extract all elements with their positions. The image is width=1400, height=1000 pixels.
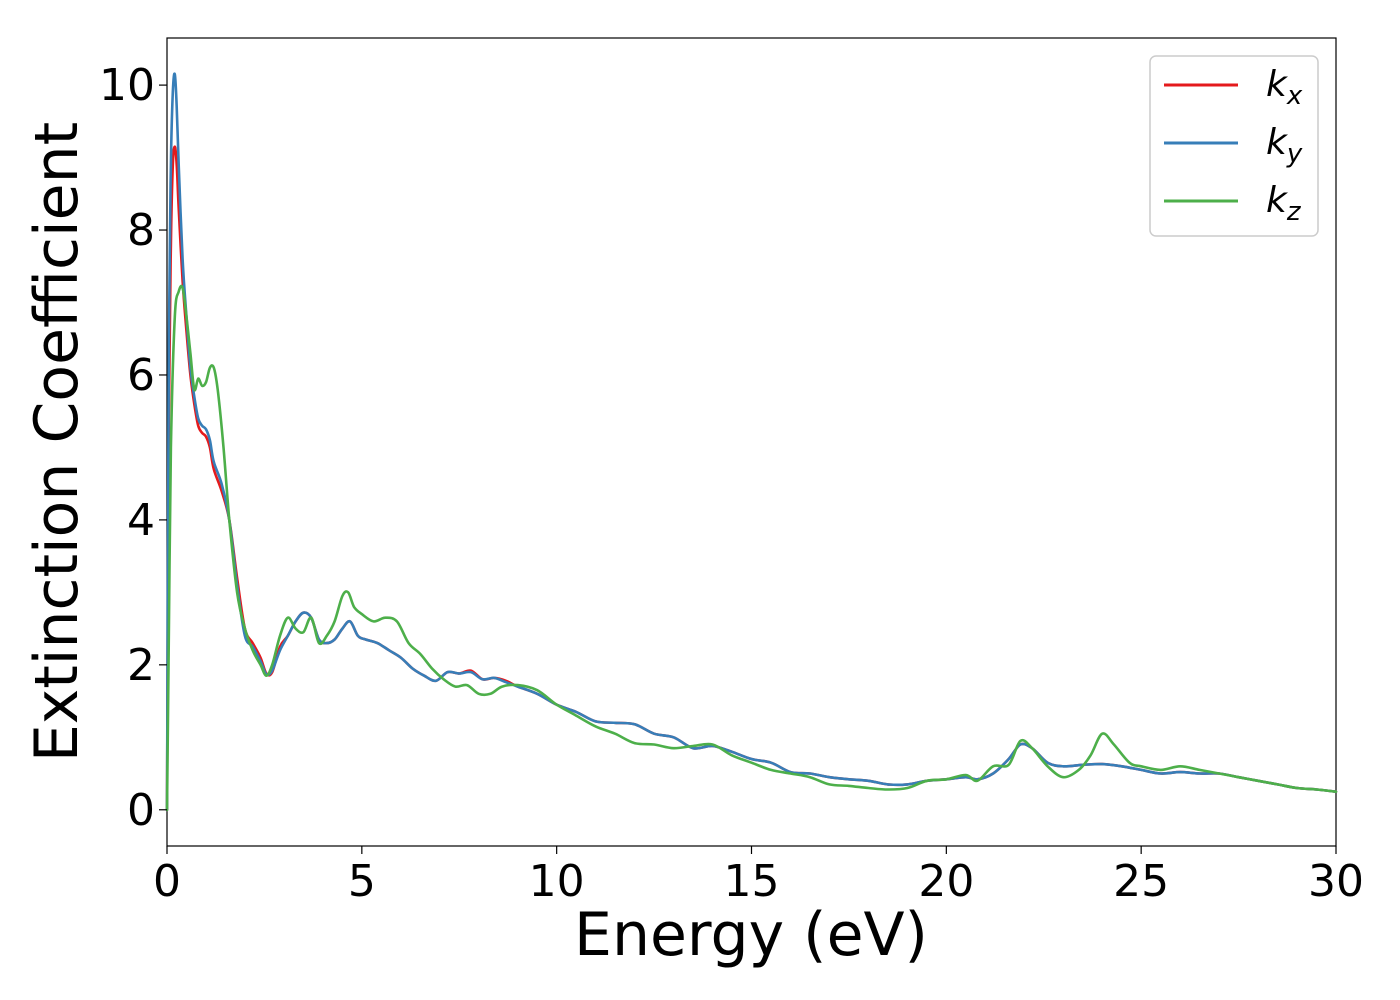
- legend-label-main: k: [1266, 122, 1289, 163]
- legend-label-sub: y: [1286, 139, 1303, 169]
- legend-label-sub: z: [1286, 197, 1302, 227]
- x-tick-label: 15: [724, 856, 780, 907]
- legend-label-main: k: [1266, 180, 1289, 221]
- y-tick-label: 10: [99, 60, 155, 111]
- plot-area: [165, 37, 1338, 847]
- legend-label-main: k: [1266, 64, 1289, 105]
- series-line-kz: [165, 284, 1338, 812]
- x-tick-label: 30: [1308, 856, 1364, 907]
- y-tick-label: 0: [127, 785, 155, 836]
- legend-label-sub: x: [1286, 81, 1303, 111]
- x-tick-label: 5: [348, 856, 376, 907]
- x-tick-label: 20: [918, 856, 974, 907]
- plot-frame: [166, 37, 1337, 847]
- y-tick-label: 2: [127, 640, 155, 691]
- y-tick-label: 8: [127, 205, 155, 256]
- legend-box: [1149, 55, 1319, 237]
- y-axis-ticks: 0 2 4 6 8 10: [99, 60, 167, 836]
- series-group: [165, 72, 1338, 812]
- x-tick-label: 0: [153, 856, 181, 907]
- x-tick-label: 25: [1113, 856, 1169, 907]
- legend-label-kz: kz: [1266, 180, 1302, 227]
- y-axis-label: Extinction Coefficient: [22, 122, 92, 762]
- x-tick-label: 10: [529, 856, 585, 907]
- legend-label-ky: ky: [1266, 122, 1303, 169]
- y-tick-label: 4: [127, 495, 155, 546]
- x-axis-ticks: 0 5 10 15 20 25 30: [153, 846, 1364, 907]
- x-axis-label: Energy (eV): [574, 900, 928, 970]
- y-tick-label: 6: [127, 350, 155, 401]
- legend-label-kx: kx: [1266, 64, 1303, 111]
